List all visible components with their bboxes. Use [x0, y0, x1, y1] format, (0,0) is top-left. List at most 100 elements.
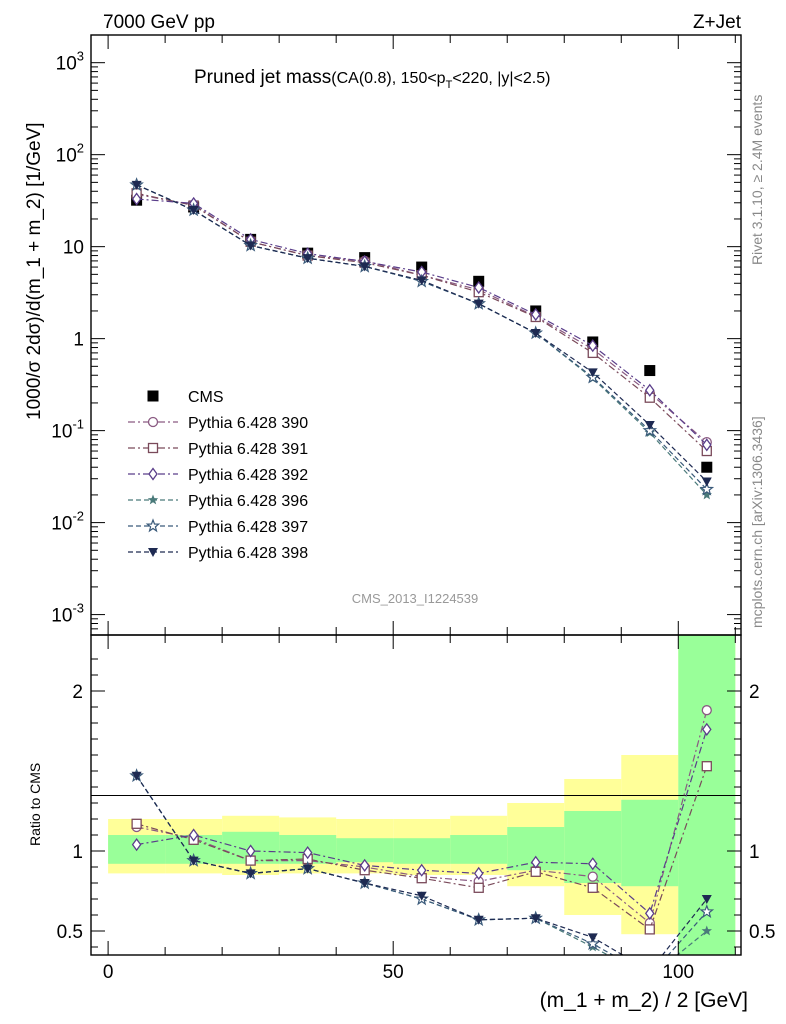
legend-label-4: Pythia 6.428 396 [188, 493, 308, 510]
plot-title-tail: <220, |y|<2.5) [452, 70, 550, 87]
legend-item-5: Pythia 6.428 397 [128, 518, 308, 536]
legend-marker-4 [147, 494, 159, 505]
main-series-3 [131, 192, 712, 452]
legend-item-3: Pythia 6.428 392 [128, 467, 308, 484]
plot-title: Pruned jet mass(CA(0.8), 150<pT<220, |y|… [194, 67, 550, 91]
x-tick-label: 50 [383, 962, 404, 983]
main-point-6-6 [473, 299, 484, 309]
main-y-tick-label: 103 [56, 49, 84, 75]
green-band-4 [336, 838, 394, 863]
ratio-y-axis-label: Ratio to CMS [27, 763, 43, 846]
ratio-line-5 [136, 775, 708, 955]
ratio-y-tick-label-right: 0.5 [749, 922, 775, 943]
ratio-point-2-9 [644, 906, 655, 921]
ratio-point-5-6 [473, 915, 484, 925]
main-point-6-1 [188, 206, 199, 216]
main-line-6 [136, 184, 708, 482]
main-series-group [129, 177, 715, 500]
ratio-point-5-1 [188, 856, 199, 866]
main-point-6-4 [359, 262, 370, 272]
main-y-axis-label: 1000/σ 2dσ)/d(m_1 + m_2) [1/GeV] [24, 122, 45, 420]
main-line-2 [136, 192, 708, 452]
ratio-point-2-10 [701, 722, 712, 737]
main-y-tick-label: 10-2 [51, 509, 84, 535]
ratio-y-tick-label: 0.5 [57, 922, 83, 943]
ratio-point-5-2 [245, 869, 256, 879]
ratio-y-tick-label-right: 1 [749, 842, 760, 863]
legend: CMS Pythia 6.428 390 Pythia 6.428 391 Pythi… [128, 389, 308, 562]
x-axis-label: (m_1 + m_2) / 2 [GeV] [540, 989, 748, 1012]
main-point-3-8 [587, 339, 598, 353]
ratio-point-1-0 [131, 818, 142, 829]
analysis-id: CMS_2013_I1224539 [352, 591, 479, 606]
legend-label-2: Pythia 6.428 391 [188, 441, 308, 458]
ratio-point-2-6 [473, 866, 484, 881]
ratio-point-2-4 [359, 858, 370, 873]
header-right: Z+Jet [693, 12, 742, 33]
ratio-y-tick-label: 1 [72, 842, 83, 863]
main-point-0-10 [701, 461, 713, 473]
legend-marker-3 [148, 467, 158, 481]
main-point-6-9 [644, 421, 655, 431]
ratio-point-5-3 [302, 864, 313, 874]
legend-marker-2 [147, 442, 159, 454]
legend-item-2: Pythia 6.428 391 [128, 441, 308, 458]
ratio-y-tick-label: 2 [72, 682, 83, 703]
rivet-label: Rivet 3.1.10, ≥ 2.4M events [749, 95, 765, 265]
ratio-point-2-5 [416, 863, 427, 877]
ratio-point-0-8 [587, 871, 598, 882]
green-band-8 [564, 811, 622, 883]
green-band-6 [450, 835, 508, 864]
ratio-point-0-10 [701, 705, 712, 716]
legend-item-6: Pythia 6.428 398 [128, 545, 308, 562]
x-tick-label: 100 [662, 962, 694, 983]
ratio-point-5-5 [416, 891, 427, 901]
main-y-tick-label: 1 [73, 330, 84, 351]
ratio-point-2-2 [245, 844, 256, 858]
legend-label-1: Pythia 6.428 390 [188, 415, 308, 432]
legend-item-4: Pythia 6.428 396 [128, 493, 308, 510]
ratio-point-2-7 [530, 855, 541, 869]
ratio-point-2-8 [587, 857, 598, 871]
main-y-tick-label: 102 [56, 141, 84, 167]
main-point-3-9 [644, 383, 655, 397]
legend-label-3: Pythia 6.428 392 [188, 467, 308, 484]
green-band-9 [621, 799, 679, 887]
main-y-tick-label: 10 [63, 238, 84, 259]
ratio-point-5-10 [701, 895, 712, 904]
ratio-point-5-9 [645, 967, 655, 976]
ratio-series-group [129, 705, 715, 982]
main-point-6-0 [131, 180, 142, 190]
ratio-frame [90, 634, 742, 956]
ratio-point-1-6 [473, 882, 484, 893]
ratio-point-5-4 [359, 879, 370, 888]
ratio-point-2-1 [188, 828, 199, 842]
legend-label-5: Pythia 6.428 397 [188, 519, 308, 536]
main-point-0-9 [644, 365, 656, 377]
legend-marker-0 [147, 390, 159, 402]
plot-title-sub: (CA(0.8), 150<p [331, 70, 445, 87]
ratio-point-5-8 [587, 933, 598, 943]
main-point-6-5 [416, 276, 427, 286]
ratio-point-3-9 [645, 972, 656, 982]
main-point-6-10 [701, 477, 712, 487]
legend-item-0: CMS [147, 389, 224, 406]
ratio-point-2-0 [131, 837, 142, 852]
main-point-6-8 [587, 368, 598, 378]
legend-label-6: Pythia 6.428 398 [188, 545, 308, 562]
ratio-point-5-0 [131, 771, 142, 781]
main-point-3-0 [131, 192, 142, 206]
main-point-3-10 [701, 438, 712, 452]
legend-marker-5 [145, 518, 161, 533]
main-point-3-7 [530, 307, 541, 322]
ratio-series-2 [131, 722, 712, 921]
legend-marker-6 [148, 548, 158, 557]
ratio-point-4-10 [699, 904, 715, 919]
main-point-6-2 [245, 241, 256, 251]
x-tick-label: 0 [103, 962, 114, 983]
main-line-3 [136, 198, 708, 446]
ratio-point-1-9 [644, 924, 655, 935]
ratio-point-4-9 [644, 970, 655, 981]
legend-marker-1 [147, 416, 159, 428]
ratio-point-4-8 [585, 936, 601, 951]
